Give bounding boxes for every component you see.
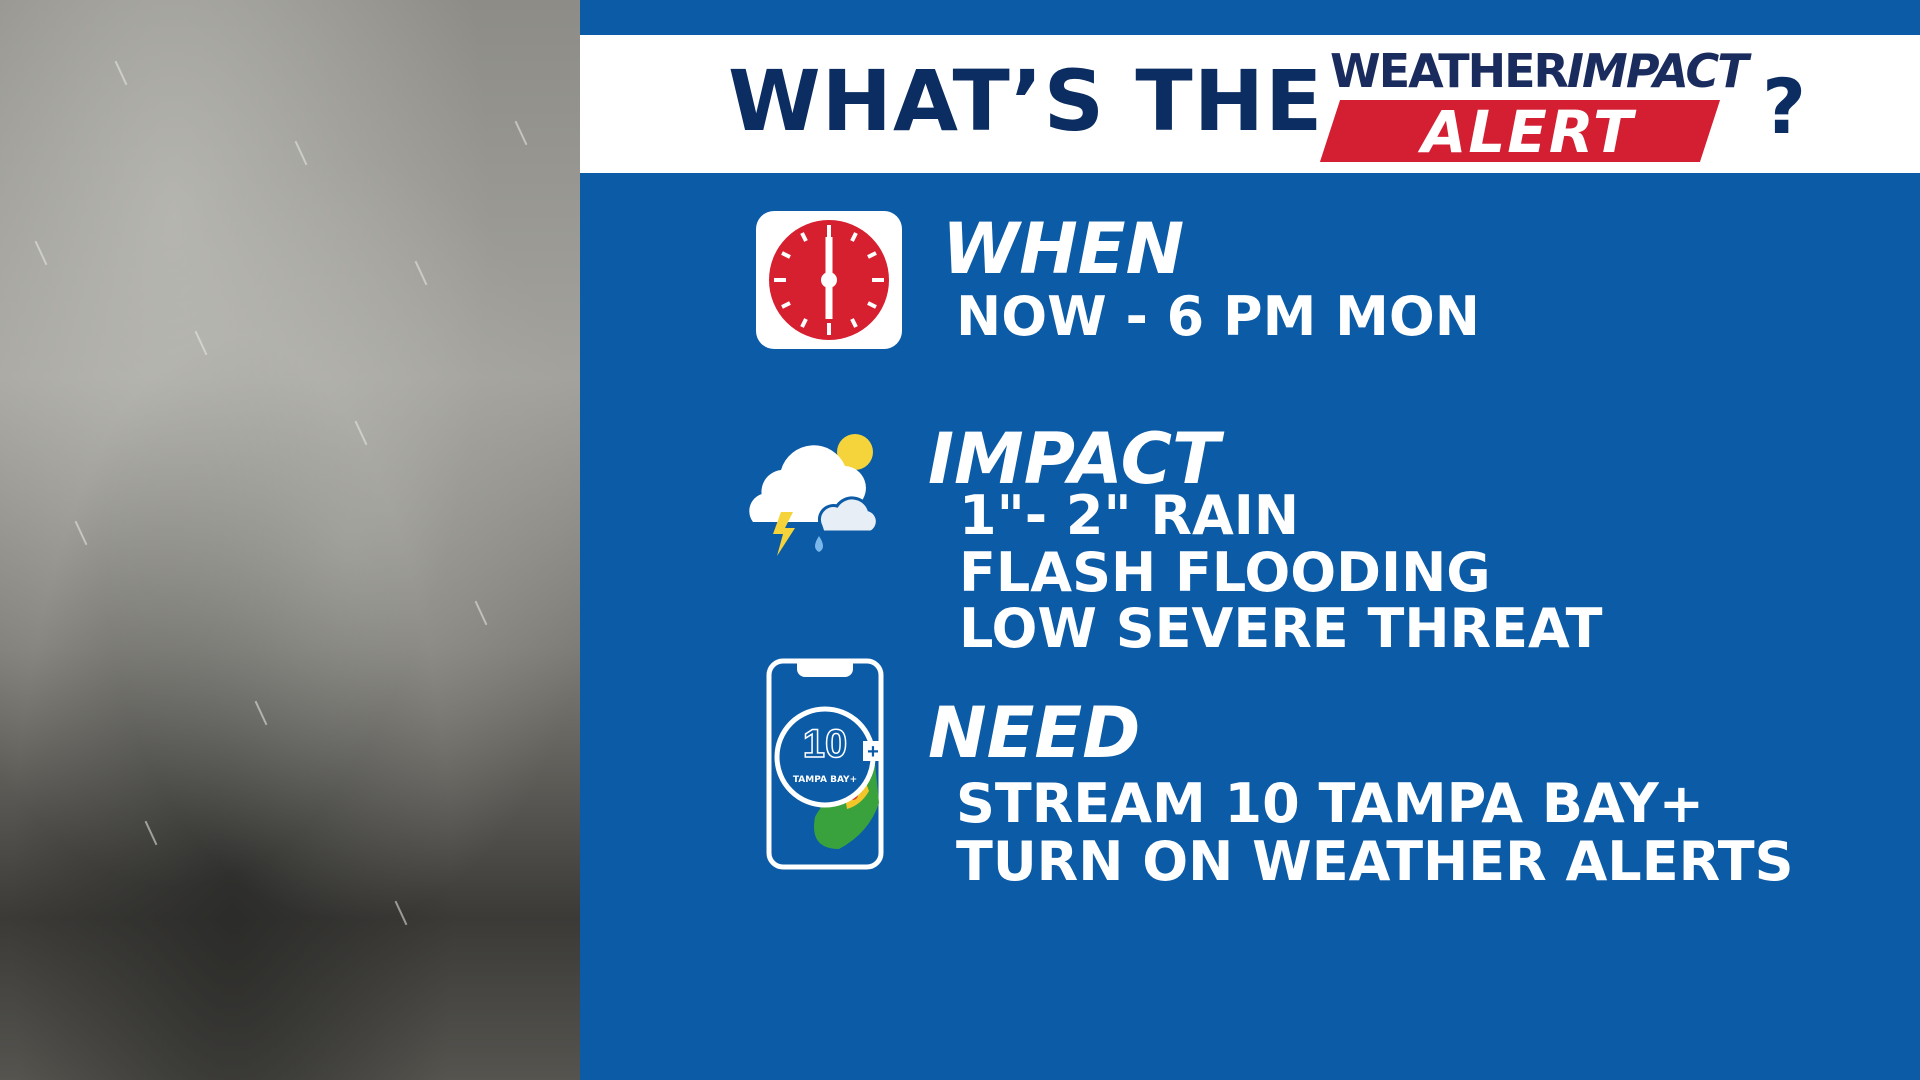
when-heading: WHEN — [942, 208, 1185, 290]
storm-cloud-icon — [749, 434, 879, 556]
svg-text:+: + — [867, 741, 879, 763]
when-line: NOW - 6 PM MON — [956, 285, 1480, 348]
page-title: WHAT’S THE — [728, 52, 1324, 150]
logo-weather: WEATHER — [1330, 44, 1569, 98]
question-mark: ? — [1762, 62, 1807, 151]
phone-app-icon: 10 + TAMPA BAY+ — [765, 657, 885, 871]
need-heading: NEED — [928, 692, 1141, 774]
clock-icon — [756, 211, 902, 349]
impact-line: 1"- 2" RAIN — [959, 484, 1300, 547]
impact-heading: IMPACT — [928, 418, 1220, 500]
svg-text:10: 10 — [803, 722, 848, 766]
impact-line: FLASH FLOODING — [959, 541, 1491, 604]
impact-line: LOW SEVERE THREAT — [959, 597, 1603, 660]
logo-alert: ALERT — [1421, 98, 1635, 166]
need-line: TURN ON WEATHER ALERTS — [956, 830, 1794, 893]
rain-photo — [0, 0, 580, 1080]
logo-impact: IMPACT — [1566, 44, 1749, 98]
need-line: STREAM 10 TAMPA BAY+ — [956, 772, 1704, 835]
app-label: TAMPA BAY+ — [792, 775, 858, 785]
